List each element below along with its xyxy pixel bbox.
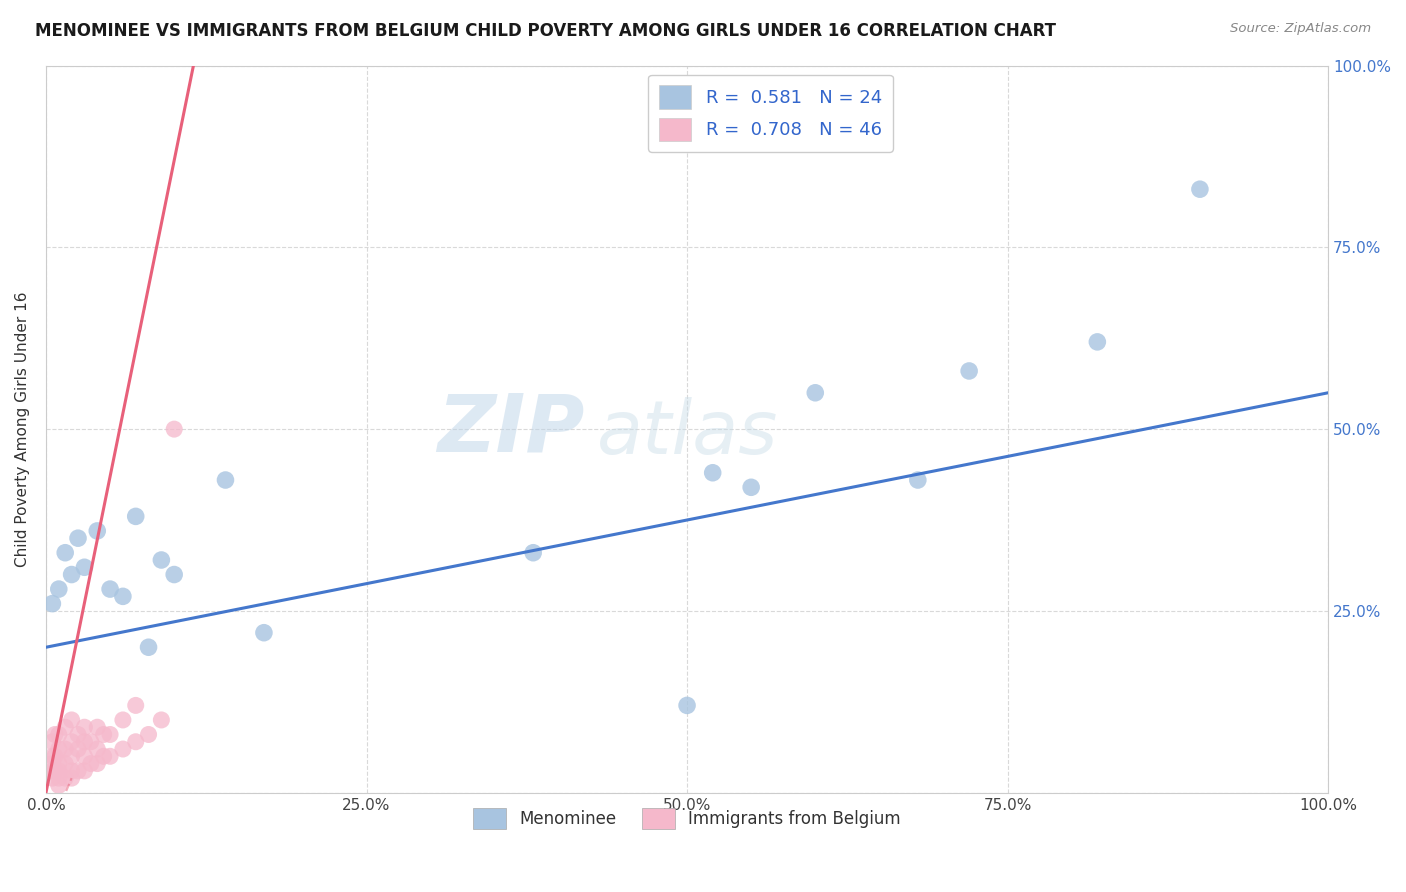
Point <box>60 764 83 778</box>
Text: MENOMINEE VS IMMIGRANTS FROM BELGIUM CHILD POVERTY AMONG GIRLS UNDER 16 CORRELAT: MENOMINEE VS IMMIGRANTS FROM BELGIUM CHI… <box>35 22 1056 40</box>
Point <box>48 756 70 771</box>
Point <box>48 764 70 778</box>
Point <box>98 749 121 764</box>
Point <box>41 735 63 749</box>
Point <box>86 524 108 538</box>
Point <box>138 727 160 741</box>
Point <box>163 567 186 582</box>
Point <box>150 553 173 567</box>
Point <box>150 713 173 727</box>
Point <box>44 727 66 741</box>
Point <box>41 771 63 785</box>
Point <box>80 756 103 771</box>
Text: ZIP: ZIP <box>437 390 585 468</box>
Point <box>44 749 66 764</box>
Point <box>214 473 236 487</box>
Point <box>740 480 762 494</box>
Legend: Menominee, Immigrants from Belgium: Menominee, Immigrants from Belgium <box>467 802 908 835</box>
Point <box>957 364 980 378</box>
Point <box>111 742 134 756</box>
Point <box>60 749 83 764</box>
Point <box>66 764 89 778</box>
Point <box>66 727 89 741</box>
Point <box>98 582 121 596</box>
Point <box>804 385 827 400</box>
Point <box>163 422 186 436</box>
Point <box>111 590 134 604</box>
Point <box>86 742 108 756</box>
Point <box>48 778 70 792</box>
Point <box>41 597 63 611</box>
Text: atlas: atlas <box>598 397 779 469</box>
Point <box>93 727 115 741</box>
Point <box>60 713 83 727</box>
Point <box>60 771 83 785</box>
Point <box>48 582 70 596</box>
Y-axis label: Child Poverty Among Girls Under 16: Child Poverty Among Girls Under 16 <box>15 292 30 567</box>
Point <box>73 749 96 764</box>
Point <box>60 567 83 582</box>
Point <box>53 546 76 560</box>
Point <box>125 509 148 524</box>
Point <box>44 764 66 778</box>
Point <box>125 735 148 749</box>
Point <box>80 735 103 749</box>
Point <box>41 764 63 778</box>
Point <box>60 735 83 749</box>
Point <box>676 698 699 713</box>
Point <box>907 473 929 487</box>
Point <box>53 756 76 771</box>
Point <box>1188 182 1211 196</box>
Text: Source: ZipAtlas.com: Source: ZipAtlas.com <box>1230 22 1371 36</box>
Point <box>53 771 76 785</box>
Point <box>86 756 108 771</box>
Point <box>53 720 76 734</box>
Point <box>138 640 160 655</box>
Point <box>73 560 96 574</box>
Point <box>66 531 89 545</box>
Point <box>48 742 70 756</box>
Point <box>702 466 724 480</box>
Point <box>86 720 108 734</box>
Point <box>111 713 134 727</box>
Point <box>41 756 63 771</box>
Point <box>73 720 96 734</box>
Point <box>41 749 63 764</box>
Point <box>53 742 76 756</box>
Point <box>48 727 70 741</box>
Point <box>48 771 70 785</box>
Point <box>1085 334 1108 349</box>
Point <box>73 735 96 749</box>
Point <box>73 764 96 778</box>
Point <box>522 546 544 560</box>
Point <box>93 749 115 764</box>
Point <box>125 698 148 713</box>
Point <box>98 727 121 741</box>
Point <box>253 625 276 640</box>
Point <box>66 742 89 756</box>
